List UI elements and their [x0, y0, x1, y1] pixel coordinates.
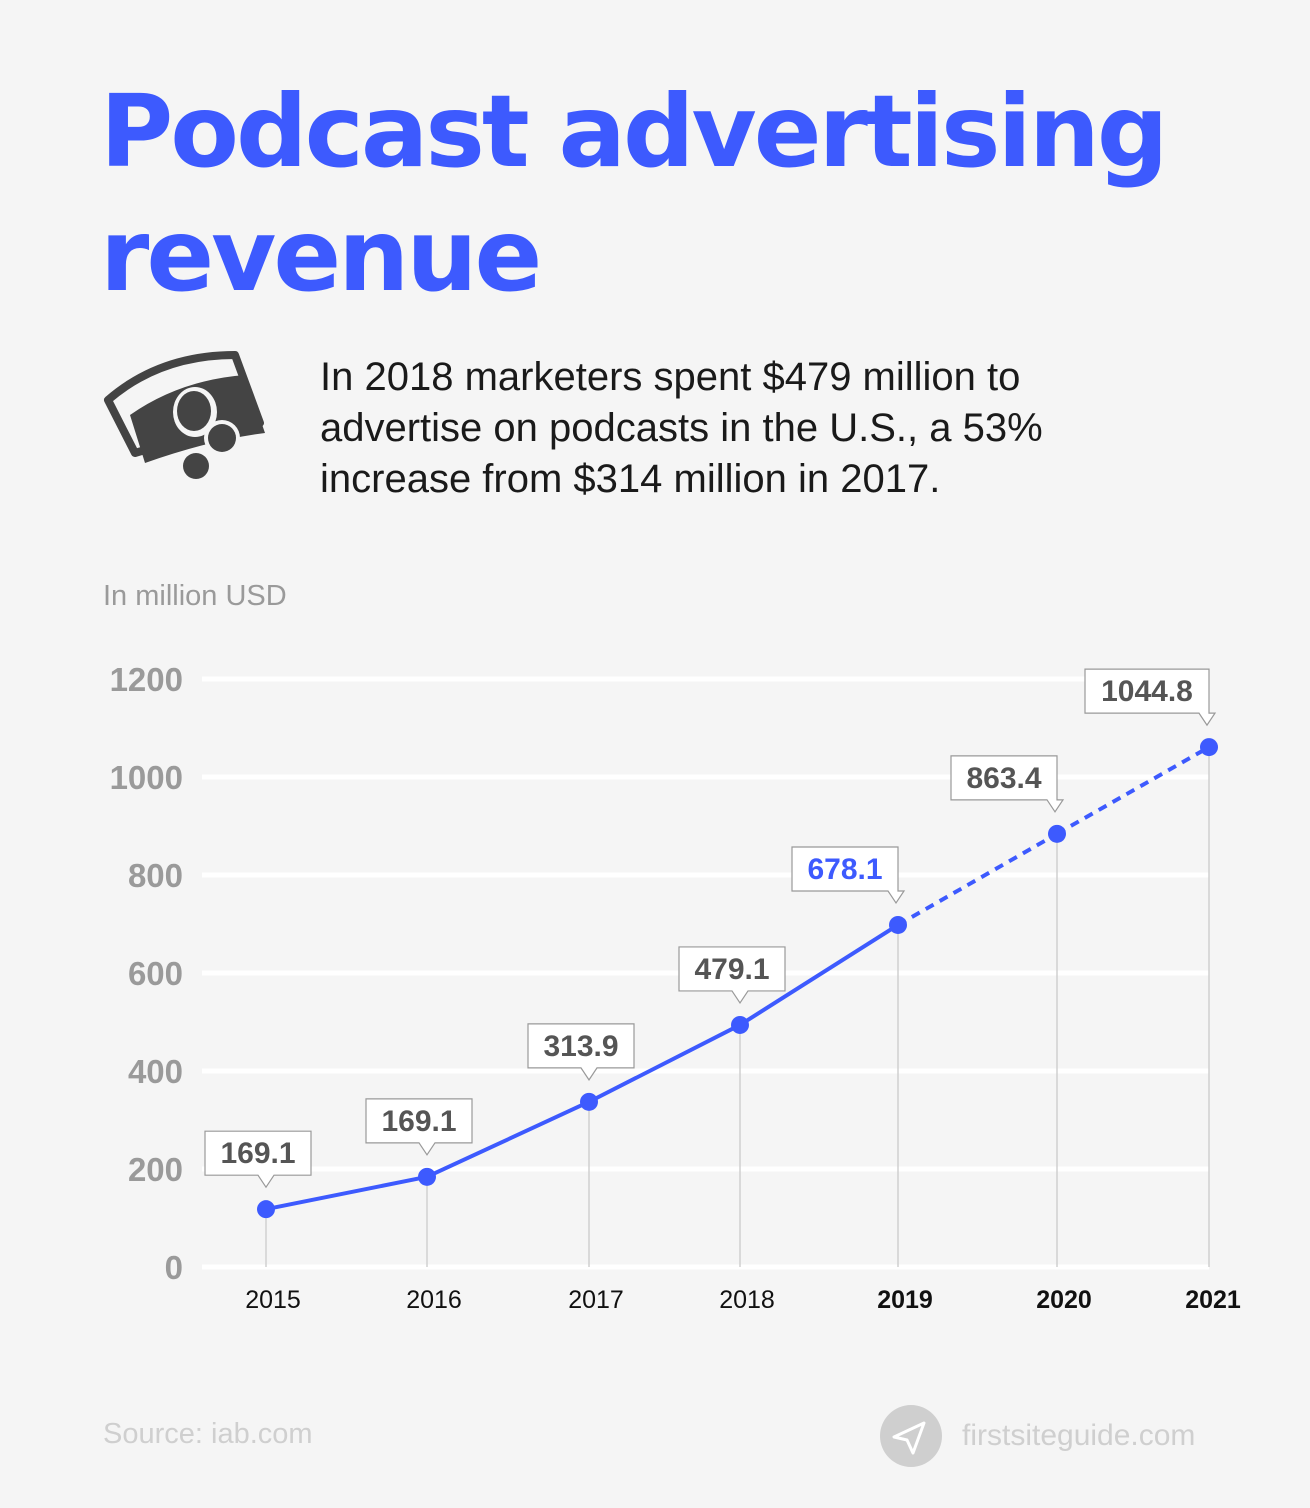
data-label-box: [204, 1130, 312, 1189]
data-point: [580, 1092, 598, 1111]
data-label-box: [791, 846, 906, 905]
data-label: 678.1: [807, 853, 882, 886]
data-label-box: [1084, 668, 1217, 727]
data-point: [257, 1200, 275, 1219]
line-segment: [265, 1174, 428, 1212]
line-segment: [738, 923, 900, 1027]
page-title: Podcast advertising revenue: [100, 73, 1169, 314]
y-tick-label: 0: [165, 1249, 183, 1286]
data-label-box: [365, 1098, 473, 1156]
data-label: 863.4: [966, 762, 1041, 795]
y-tick-label: 1200: [110, 661, 183, 698]
y-tick-label: 400: [128, 1053, 183, 1090]
brand[interactable]: firstsiteguide.com: [880, 1405, 1195, 1467]
data-point: [1200, 738, 1218, 757]
data-label-box: [950, 755, 1065, 813]
x-tick-label: 2018: [719, 1286, 775, 1314]
money-icon: [100, 345, 270, 490]
line-segment: [588, 1023, 741, 1104]
y-axis-label: In million USD: [103, 580, 287, 612]
data-label-box: [527, 1023, 635, 1081]
projected-line-segment: [1056, 745, 1210, 836]
x-tick-label: 2020: [1036, 1286, 1092, 1314]
x-tick-label: 2016: [406, 1286, 462, 1314]
y-tick-label: 1000: [110, 759, 183, 796]
data-label: 169.1: [381, 1105, 456, 1138]
x-tick-label: 2021: [1185, 1286, 1241, 1314]
data-point: [731, 1015, 749, 1034]
data-label-box: [678, 946, 786, 1005]
x-tick-label: 2017: [568, 1286, 624, 1314]
data-point: [889, 915, 907, 934]
x-tick-label: 2015: [245, 1286, 301, 1314]
data-point: [1048, 824, 1066, 843]
y-tick-label: 200: [128, 1151, 183, 1188]
line-segment: [426, 1100, 590, 1179]
data-point: [418, 1167, 436, 1186]
data-label: 1044.8: [1101, 675, 1193, 708]
y-tick-label: 800: [128, 857, 183, 894]
data-label: 169.1: [220, 1137, 295, 1170]
x-tick-label: 2019: [877, 1286, 933, 1314]
source-text: Source: iab.com: [103, 1418, 313, 1450]
brand-name: firstsiteguide.com: [962, 1419, 1196, 1452]
projected-line-segment: [897, 832, 1058, 927]
description: In 2018 marketers spent $479 million to …: [320, 355, 1043, 501]
data-label: 479.1: [694, 953, 769, 986]
paper-plane-icon: [880, 1405, 942, 1467]
y-tick-label: 600: [128, 955, 183, 992]
data-label: 313.9: [543, 1030, 618, 1063]
